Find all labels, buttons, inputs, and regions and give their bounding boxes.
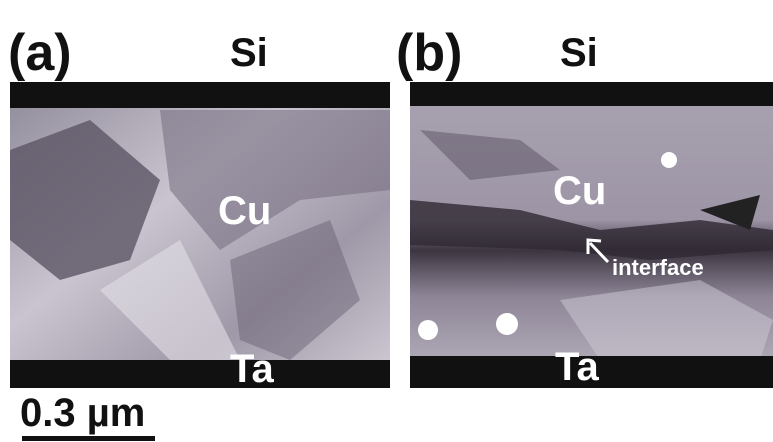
panel-label: (a) [8, 24, 72, 82]
layer-label: Si [560, 31, 598, 75]
layer-label: Ta [230, 347, 274, 391]
annotation: interface [612, 255, 704, 280]
micrograph-a [10, 82, 390, 388]
layer-label: Cu [553, 169, 606, 213]
layer-label: Si [230, 31, 268, 75]
layer-label: Ta [555, 345, 599, 389]
layer-label: Cu [218, 189, 271, 233]
scale-bar [22, 436, 155, 441]
panel-label: (b) [396, 24, 462, 82]
scale-bar-label: 0.3 µm [20, 391, 145, 435]
figure: (a) Si Cu Ta (b) Si Cu interface Ta 0.3 … [0, 0, 773, 442]
micrograph-b [410, 82, 773, 388]
